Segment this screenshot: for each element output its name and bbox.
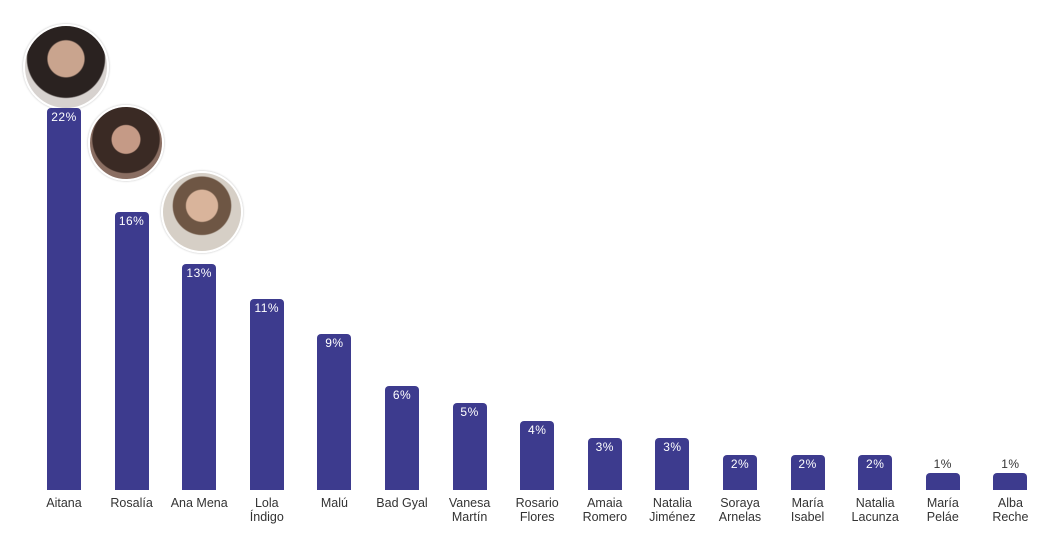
x-tick-label: Alba Reche <box>992 496 1029 524</box>
bar <box>452 403 487 490</box>
bar <box>993 472 1028 490</box>
value-label: 22% <box>51 110 77 124</box>
bar <box>47 108 81 490</box>
x-tick-label: Lola Índigo <box>249 496 284 524</box>
x-tick-label: Amaia Romero <box>582 496 628 524</box>
artist-photo <box>88 105 164 181</box>
x-tick-label: Natalia Lacunza <box>851 496 899 524</box>
x-tick-label: María Peláe <box>926 496 959 524</box>
x-tick-label: Natalia Jiménez <box>649 496 696 524</box>
value-label: 11% <box>254 301 280 315</box>
bar <box>114 212 149 490</box>
x-tick-label: Ana Mena <box>170 496 228 510</box>
bar <box>925 472 960 490</box>
value-label: 9% <box>325 335 344 350</box>
x-tick-label: María Isabel <box>790 496 825 524</box>
value-label: 2% <box>866 457 885 472</box>
value-label: 6% <box>392 387 412 402</box>
artist-photo <box>161 171 243 253</box>
bar <box>858 455 893 490</box>
value-label: 3% <box>663 439 682 454</box>
value-label: 2% <box>730 457 750 472</box>
value-label: 13% <box>186 266 212 281</box>
x-tick-label: Malú <box>320 496 348 510</box>
x-tick-label: Rosalía <box>110 496 153 510</box>
bar <box>249 299 284 490</box>
value-label: 1% <box>933 456 952 471</box>
x-tick-label: Bad Gyal <box>376 496 428 510</box>
value-label: 5% <box>460 405 479 420</box>
value-label: 1% <box>1001 456 1020 471</box>
value-label: 16% <box>118 214 145 229</box>
bar <box>182 264 217 490</box>
bar <box>790 455 825 490</box>
x-tick-label: Soraya Arnelas <box>718 496 762 524</box>
artist-photo <box>23 24 109 110</box>
x-tick-label: Aitana <box>46 496 82 510</box>
bar <box>723 455 757 490</box>
value-label: 2% <box>798 457 817 472</box>
value-label: 3% <box>595 439 614 454</box>
x-tick-label: Rosario Flores <box>515 496 559 524</box>
bar <box>317 333 352 490</box>
bar <box>655 437 690 490</box>
x-tick-label: Vanesa Martín <box>448 496 491 524</box>
bar <box>587 437 622 490</box>
bar <box>520 420 555 490</box>
bar <box>385 385 419 490</box>
value-label: 4% <box>528 422 547 437</box>
